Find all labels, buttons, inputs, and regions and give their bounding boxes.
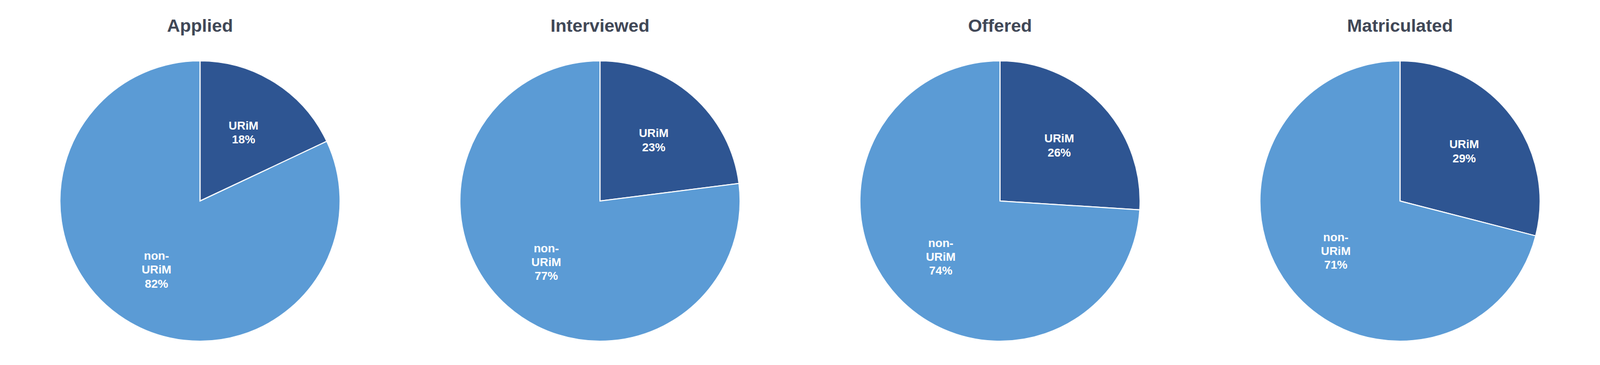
- pie-chart: Matriculated URiM29% non-URiM71%: [1260, 15, 1541, 341]
- slices: [59, 60, 340, 341]
- data-label: URiM29%: [1449, 137, 1479, 165]
- slices: [859, 60, 1141, 341]
- data-label: URiM23%: [639, 126, 669, 154]
- slices: [459, 60, 741, 341]
- chart-title: Interviewed: [550, 15, 650, 36]
- slices: [1260, 60, 1541, 341]
- data-labels: URiM18% non-URiM82%: [141, 118, 259, 291]
- data-labels: URiM29% non-URiM71%: [1320, 137, 1479, 272]
- pie-slice: [859, 60, 1140, 341]
- pie-slice: [59, 60, 340, 341]
- chart-title: Matriculated: [1346, 15, 1453, 36]
- chart-title: Applied: [167, 15, 234, 36]
- pie-slice: [459, 60, 741, 341]
- data-label: non-URiM77%: [531, 241, 561, 283]
- pie-slice: [1260, 60, 1537, 341]
- data-label: non-URiM82%: [141, 248, 172, 291]
- data-labels: URiM26% non-URiM74%: [926, 131, 1075, 277]
- data-label: non-URiM74%: [926, 236, 956, 278]
- data-labels: URiM23% non-URiM77%: [531, 126, 669, 283]
- chart-title: Offered: [967, 15, 1032, 36]
- pie-chart: Offered URiM26% non-URiM74%: [859, 15, 1141, 341]
- pie-slice: [1000, 60, 1141, 210]
- pie-chart: Interviewed URiM23% non-URiM77%: [459, 15, 741, 341]
- pie-chart: Applied URiM18% non-URiM82%: [59, 15, 340, 341]
- data-label: non-URiM71%: [1320, 230, 1351, 272]
- figure: Applied URiM18% non-URiM82% Interviewed URiM…: [0, 0, 1600, 365]
- data-label: URiM26%: [1044, 131, 1075, 159]
- data-label: URiM18%: [228, 118, 259, 146]
- pie-slice: [599, 60, 739, 201]
